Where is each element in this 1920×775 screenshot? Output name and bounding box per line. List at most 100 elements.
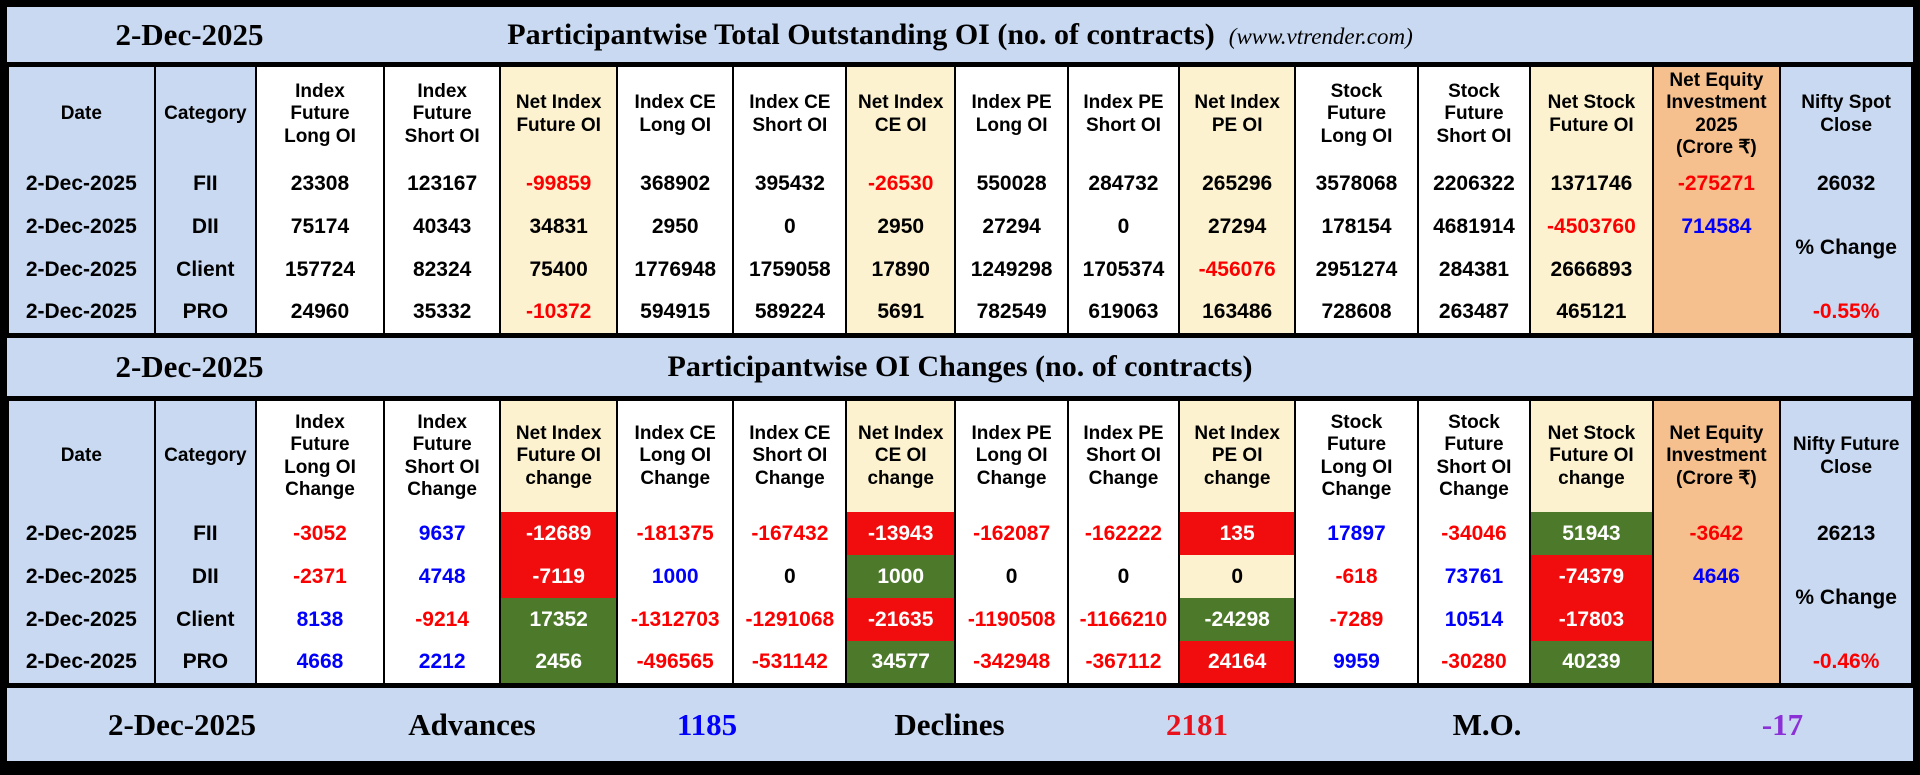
table2-header-col4: Net Index Future OI change [499, 400, 618, 512]
table1-r0-c1: FII [153, 162, 258, 205]
table1-header-col14: Net Equity Investment 2025 (Crore ₹) [1651, 66, 1782, 162]
oi-changes-title-group: Participantwise OI Changes (no. of contr… [7, 350, 1913, 384]
table2-r1-c2: -2371 [255, 555, 385, 598]
table1-r3-c13: 465121 [1529, 291, 1654, 334]
table2-close-value: 26213 [1779, 512, 1913, 555]
table2-r0-c2: -3052 [255, 512, 385, 555]
outstanding-oi-title-bar: 2-Dec-2025 Participantwise Total Outstan… [7, 7, 1913, 65]
declines-label: Declines [894, 706, 1005, 742]
table2-r2-c12: 10514 [1416, 598, 1532, 641]
table2-data-row-2: 2-Dec-2025 Client 8138 -9214 17352 -1312703 -1… [7, 598, 1912, 684]
source-url: (www.vtrender.com) [1228, 23, 1413, 49]
table1-r3-c12: 263487 [1416, 291, 1532, 334]
table1-header-col7: Net Index CE OI [845, 66, 957, 162]
table2-equity-blank [1651, 598, 1782, 684]
table1-r0-c3: 123167 [382, 162, 502, 205]
table1-r2-c12: 284381 [1416, 248, 1532, 291]
table2-header-col15: Nifty Future Close [1779, 400, 1913, 512]
table2-r3-c0: 2-Dec-2025 [7, 641, 156, 684]
table2-r0-c13: 51943 [1529, 512, 1654, 555]
table1-r2-c10: -456076 [1177, 248, 1297, 291]
table2-r1-c4: -7119 [499, 555, 618, 598]
table1-r1-c0: 2-Dec-2025 [7, 205, 156, 248]
table1-r1-c6: 0 [732, 205, 848, 248]
table2-r1-c13: -74379 [1529, 555, 1654, 598]
table2-header-col3: Index Future Short OI Change [382, 400, 502, 512]
table1-r1-c9: 0 [1067, 205, 1180, 248]
table1-r0-c9: 284732 [1067, 162, 1180, 205]
table2-r3-c12: -30280 [1416, 641, 1532, 684]
table2-r2-c11: -7289 [1294, 598, 1419, 641]
table2-r3-c9: -367112 [1067, 641, 1180, 684]
table1-header-col10: Net Index PE OI [1177, 66, 1297, 162]
market-breadth-bar: 2-Dec-2025 Advances 1185 Declines 2181 M… [7, 685, 1913, 761]
table1-r2-c9: 1705374 [1067, 248, 1180, 291]
table2-header-col12: Stock Future Short OI Change [1416, 400, 1532, 512]
table2-equity-r0: -3642 [1651, 512, 1782, 555]
table2-equity-r1: 4646 [1651, 555, 1782, 598]
footer-date: 2-Dec-2025 [107, 706, 257, 742]
table1-header-col2: Index Future Long OI [255, 66, 385, 162]
table1-r2-c7: 17890 [845, 248, 957, 291]
table2-header-col14: Net Equity Investment (Crore ₹) [1651, 400, 1782, 512]
table1-header-col1: Category [153, 66, 258, 162]
table2-r1-c8: 0 [954, 555, 1069, 598]
table2-header-col8: Index PE Long OI Change [954, 400, 1069, 512]
table1-header-col0: Date [7, 66, 156, 162]
table1-r2-c13: 2666893 [1529, 248, 1654, 291]
table1-r3-c10: 163486 [1177, 291, 1297, 334]
table1-r3-c7: 5691 [845, 291, 957, 334]
table2-data-row-1: 2-Dec-2025 DII -2371 4748 -7119 1000 0 1000 0 0 0-… [7, 555, 1913, 641]
table1-r0-c8: 550028 [954, 162, 1069, 205]
oi-changes-title: Participantwise OI Changes (no. of contr… [667, 350, 1253, 383]
table2-r0-c8: -162087 [954, 512, 1069, 555]
table2-pct-change-value: -0.46% [1779, 641, 1913, 684]
table2-r3-c11: 9959 [1294, 641, 1419, 684]
table1-r2-c11: 2951274 [1294, 248, 1419, 291]
table1-r2-c1: Client [153, 248, 258, 291]
table1-r1-c10: 27294 [1177, 205, 1297, 248]
table2-r0-c10: 135 [1177, 512, 1297, 555]
table1-r1-c5: 2950 [615, 205, 735, 248]
table2-r2-c5: -1312703 [615, 598, 735, 641]
table2-r2-c8: -1190508 [954, 598, 1069, 641]
table2-r3-c8: -342948 [954, 641, 1069, 684]
table1-equity-blank [1651, 248, 1782, 334]
table1-r1-c2: 75174 [255, 205, 385, 248]
table1-r3-c1: PRO [153, 291, 258, 334]
table1-r3-c9: 619063 [1067, 291, 1180, 334]
table2-r0-c1: FII [153, 512, 258, 555]
table1-r0-c6: 395432 [732, 162, 848, 205]
table2-r0-c0: 2-Dec-2025 [7, 512, 156, 555]
table1-r3-c8: 782549 [954, 291, 1069, 334]
table2-r1-c10: 0 [1177, 555, 1297, 598]
oi-changes-table: Date Category Index Future Long OI Change I… [7, 399, 1913, 685]
table1-r1-c13: -4503760 [1529, 205, 1654, 248]
advances-value: 1185 [676, 706, 738, 742]
table2-r0-c11: 17897 [1294, 512, 1419, 555]
table2-r3-c7: 34577 [845, 641, 957, 684]
table2-r1-c12: 73761 [1416, 555, 1532, 598]
table1-data-row-1: 2-Dec-2025 DII 75174 40343 34831 2950 0 2950 272… [7, 205, 1913, 291]
table2-r1-c1: DII [153, 555, 258, 598]
table2-r2-c1: Client [153, 598, 258, 641]
table1-r2-c4: 75400 [499, 248, 618, 291]
table1-r1-c8: 27294 [954, 205, 1069, 248]
table2-header-col7: Net Index CE OI change [845, 400, 957, 512]
mo-label: M.O. [1452, 706, 1522, 742]
report-frame: 2-Dec-2025 Participantwise Total Outstan… [5, 5, 1915, 763]
table2-r0-c5: -181375 [615, 512, 735, 555]
table1-r1-c3: 40343 [382, 205, 502, 248]
table2-header-col2: Index Future Long OI Change [255, 400, 385, 512]
table2-r3-c1: PRO [153, 641, 258, 684]
table1-r3-c3: 35332 [382, 291, 502, 334]
table1-r0-c0: 2-Dec-2025 [7, 162, 156, 205]
table1-r0-c11: 3578068 [1294, 162, 1419, 205]
table1-r2-c0: 2-Dec-2025 [7, 248, 156, 291]
table1-r0-c5: 368902 [615, 162, 735, 205]
table2-header-col11: Stock Future Long OI Change [1294, 400, 1419, 512]
table1-header-col15: Nifty Spot Close [1779, 66, 1913, 162]
mo-value: -17 [1761, 706, 1804, 742]
table1-header-col12: Stock Future Short OI [1416, 66, 1532, 162]
table1-header-col11: Stock Future Long OI [1294, 66, 1419, 162]
